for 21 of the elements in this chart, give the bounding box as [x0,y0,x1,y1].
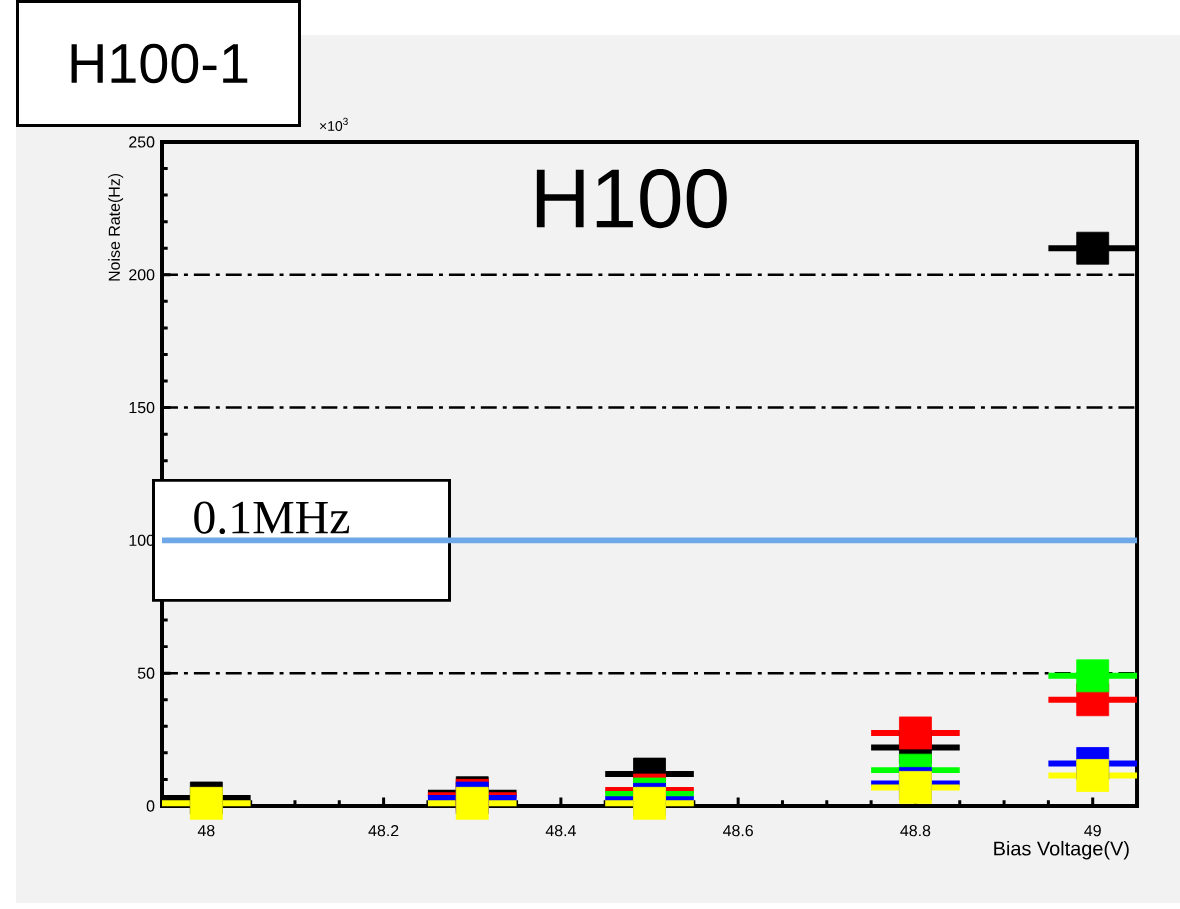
y-tick-label: 0 [146,800,155,812]
x-tick-label: 48.2 [368,824,399,837]
x-tick-label: 48 [197,824,215,837]
y-axis-title: Noise Rate(Hz) [108,173,124,281]
point [1076,231,1110,265]
y-tick-label: 250 [129,136,155,148]
point [1076,759,1110,792]
chart-subtitle: H100 [536,168,727,229]
x-tick-label: 48.4 [545,824,576,837]
point [1076,659,1110,693]
point [899,716,932,750]
x-axis-title: Bias Voltage(V) [994,840,1129,860]
y-tick-label: 200 [129,269,155,281]
chart-title: H100-1 [71,43,248,84]
x-tick-label: 49 [1084,824,1101,837]
y-tick-label: 150 [129,401,155,414]
ref-line-label: 0.1MHz [194,501,350,534]
x-tick-label: 48.8 [900,824,931,837]
x-tick-label: 48.6 [723,824,753,837]
y-tick-label: 50 [137,667,155,679]
text: ×10$^{3}$ [320,117,348,131]
